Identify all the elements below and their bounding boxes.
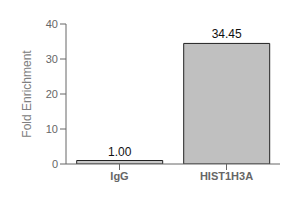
svg-text:IgG: IgG — [110, 170, 128, 182]
svg-text:0: 0 — [52, 158, 58, 170]
svg-text:Fold Enrichment: Fold Enrichment — [20, 50, 34, 138]
svg-text:20: 20 — [46, 88, 58, 100]
svg-text:HIST1H3A: HIST1H3A — [200, 170, 253, 182]
svg-text:34.45: 34.45 — [212, 27, 242, 41]
svg-text:30: 30 — [46, 53, 58, 65]
svg-text:1.00: 1.00 — [108, 145, 132, 159]
svg-text:10: 10 — [46, 123, 58, 135]
svg-text:40: 40 — [46, 18, 58, 30]
